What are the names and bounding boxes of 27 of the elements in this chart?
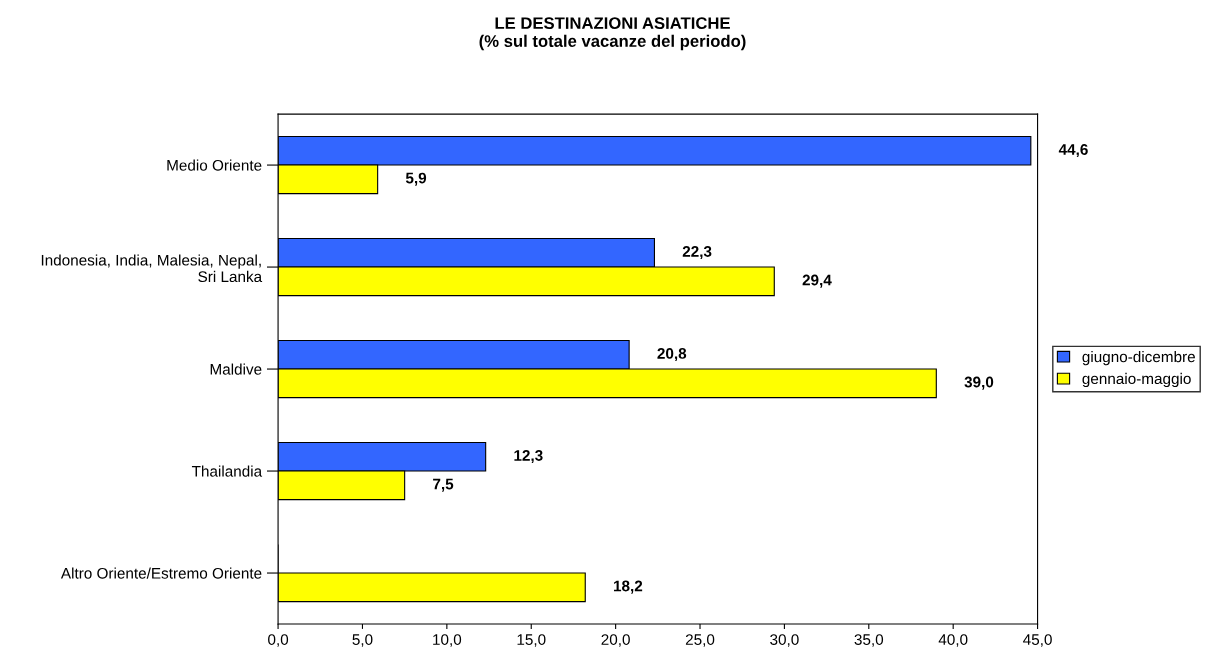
y-tick-label: Medio Oriente	[167, 159, 262, 171]
data-label: 39,0	[964, 376, 994, 390]
legend-label: gennaio-maggio	[1082, 372, 1191, 388]
y-tick-label: Indonesia, India, Malesia, Nepal, Sri Lanka	[41, 254, 263, 283]
x-tick-label: 40,0	[938, 634, 968, 647]
y-tick-label: Altro Oriente/Estremo Oriente	[60, 567, 262, 579]
data-label: 44,6	[1058, 144, 1088, 158]
x-tick-label: 25,0	[685, 634, 715, 647]
x-tick-label: 35,0	[854, 634, 884, 647]
x-tick-label: 5,0	[352, 634, 373, 647]
data-label: 12,3	[514, 450, 543, 464]
data-label: 20,8	[657, 348, 687, 362]
x-tick-label: 15,0	[517, 634, 546, 647]
x-tick-label: 30,0	[770, 634, 799, 647]
legend-label: giugno-dicembre	[1082, 350, 1195, 366]
chart-title: LE DESTINAZIONI ASIATICHE (% sul totale vacanze del periodo)	[479, 17, 746, 51]
x-tick-label: 45,0	[1023, 634, 1052, 647]
x-tick-label: 10,0	[433, 634, 462, 647]
x-tick-label: 0,0	[268, 634, 289, 647]
data-label: 29,4	[802, 274, 832, 288]
data-label: 5,9	[405, 172, 427, 186]
data-label: 22,3	[682, 246, 712, 260]
data-label: 7,5	[433, 478, 454, 492]
y-tick-label: Maldive	[210, 363, 262, 375]
data-label: 18,2	[613, 580, 643, 594]
x-tick-label: 20,0	[601, 634, 630, 647]
y-tick-label: Thailandia	[191, 465, 263, 477]
